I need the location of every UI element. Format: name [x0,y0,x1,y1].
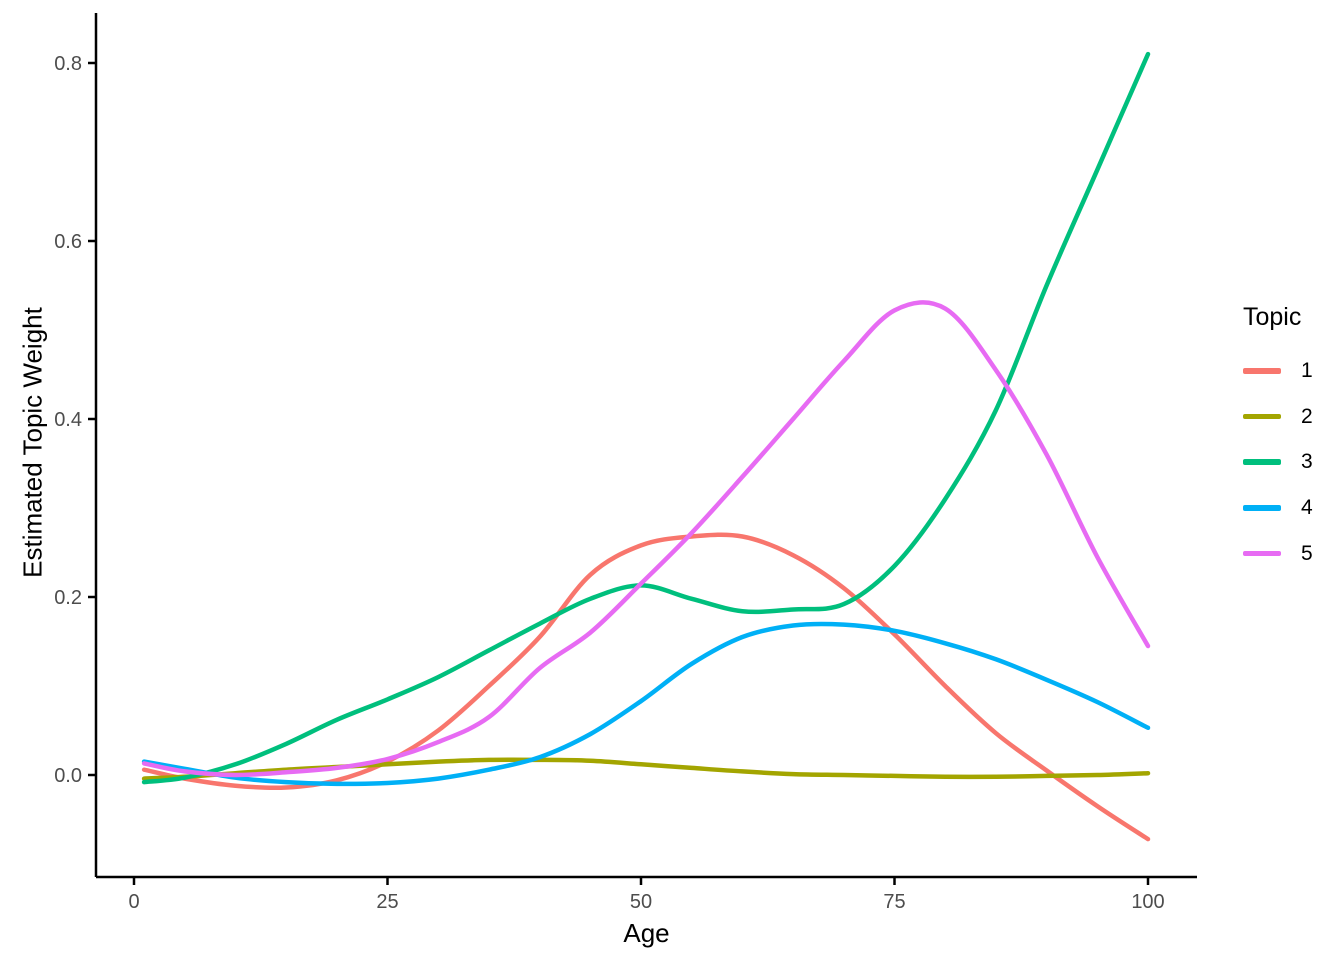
legend-item-label: 2 [1301,404,1313,428]
legend-item-label: 4 [1301,495,1313,519]
legend-item-topic-4: 4 [1243,485,1343,531]
x-tick-label: 0 [128,891,139,913]
x-tick-label: 50 [630,891,652,913]
legend-swatch-topic-2 [1243,413,1281,420]
legend-item-label: 3 [1301,450,1313,474]
legend-item-label: 1 [1301,358,1313,382]
legend-item-label: 5 [1301,541,1313,565]
legend-item-topic-1: 1 [1243,348,1343,394]
y-tick-label: 0.2 [54,587,82,609]
legend: Topic 1 2 3 4 5 [1243,303,1343,576]
legend-items: 1 2 3 4 5 [1243,348,1343,576]
legend-swatch-topic-3 [1243,459,1281,465]
y-tick-label: 0.8 [54,53,82,75]
legend-item-topic-5: 5 [1243,531,1343,577]
legend-title: Topic [1243,303,1302,331]
legend-item-topic-2: 2 [1243,394,1343,440]
legend-item-topic-3: 3 [1243,439,1343,485]
x-tick-label: 25 [376,891,398,913]
series-line-topic-5 [141,300,1151,778]
series-line-topic-4 [141,621,1151,787]
series-line-topic-3 [141,51,1151,785]
legend-swatch-topic-4 [1243,505,1281,511]
x-tick-label: 100 [1131,891,1164,913]
series-line-topic-2 [141,757,1151,781]
legend-swatch-topic-1 [1243,368,1281,374]
series-line-topic-1 [141,532,1151,842]
legend-swatch-topic-5 [1243,550,1281,557]
y-axis-title: Estimated Topic Weight [17,307,48,578]
x-axis-title: Age [623,918,670,948]
y-tick-label: 0.6 [54,231,82,253]
y-tick-label: 0.0 [54,765,82,787]
x-tick-label: 75 [883,891,905,913]
y-tick-label: 0.4 [54,409,82,431]
